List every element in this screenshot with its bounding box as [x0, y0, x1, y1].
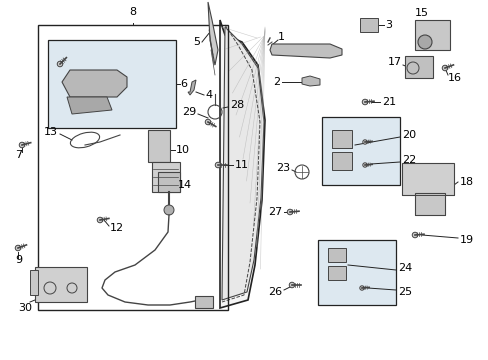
Text: 12: 12 [110, 223, 124, 233]
Polygon shape [269, 44, 341, 58]
Circle shape [362, 99, 367, 105]
Text: 16: 16 [447, 73, 461, 83]
Bar [414, 193, 444, 215]
Text: 17: 17 [387, 57, 401, 67]
Circle shape [362, 140, 366, 144]
Bar [35, 267, 87, 302]
Text: 27: 27 [267, 207, 282, 217]
Circle shape [289, 282, 294, 288]
Text: 19: 19 [459, 235, 473, 245]
Circle shape [417, 35, 431, 49]
Bar [414, 20, 449, 50]
Text: 15: 15 [414, 8, 428, 18]
Circle shape [286, 209, 292, 215]
Bar [48, 40, 176, 128]
Text: 22: 22 [401, 155, 415, 165]
Bar [38, 25, 227, 310]
Circle shape [411, 232, 417, 238]
Bar [158, 172, 180, 192]
Circle shape [19, 142, 25, 148]
Text: 7: 7 [15, 150, 22, 160]
Text: 14: 14 [178, 180, 192, 190]
Text: 29: 29 [182, 107, 196, 117]
Text: 1: 1 [278, 32, 285, 42]
Text: 20: 20 [401, 130, 415, 140]
Polygon shape [67, 97, 112, 114]
Bar [331, 152, 351, 170]
Bar [30, 270, 38, 295]
Bar [331, 130, 351, 148]
Text: 11: 11 [235, 160, 248, 170]
Circle shape [163, 205, 174, 215]
Circle shape [57, 61, 62, 67]
Text: 4: 4 [204, 90, 212, 100]
Bar [404, 56, 432, 78]
Polygon shape [302, 76, 319, 86]
Text: 3: 3 [384, 20, 391, 30]
Text: 10: 10 [176, 145, 190, 155]
Bar [195, 296, 213, 308]
Circle shape [359, 286, 364, 290]
Text: 30: 30 [18, 303, 32, 313]
Bar [317, 240, 395, 305]
Text: 5: 5 [193, 37, 200, 47]
Text: 28: 28 [229, 100, 244, 110]
Circle shape [215, 162, 220, 168]
Text: 13: 13 [44, 127, 58, 137]
Circle shape [362, 163, 366, 167]
Text: 9: 9 [15, 255, 22, 265]
Bar [321, 117, 399, 185]
Text: 25: 25 [397, 287, 411, 297]
Circle shape [15, 245, 20, 251]
Bar [401, 163, 453, 195]
Circle shape [205, 119, 210, 125]
Bar [327, 266, 346, 280]
Polygon shape [187, 80, 196, 95]
Polygon shape [207, 2, 218, 65]
Polygon shape [220, 20, 264, 308]
Text: 21: 21 [381, 97, 395, 107]
Text: 18: 18 [459, 177, 473, 187]
Polygon shape [62, 70, 127, 97]
Bar [359, 18, 377, 32]
Text: 24: 24 [397, 263, 411, 273]
Text: 2: 2 [272, 77, 280, 87]
Bar [148, 130, 170, 162]
Text: 23: 23 [275, 163, 289, 173]
Bar [327, 248, 346, 262]
Text: 26: 26 [267, 287, 282, 297]
Text: 6: 6 [180, 79, 186, 89]
Bar [152, 162, 180, 192]
Polygon shape [222, 27, 264, 300]
Circle shape [441, 65, 447, 71]
Circle shape [97, 217, 102, 223]
Text: 8: 8 [129, 7, 136, 17]
